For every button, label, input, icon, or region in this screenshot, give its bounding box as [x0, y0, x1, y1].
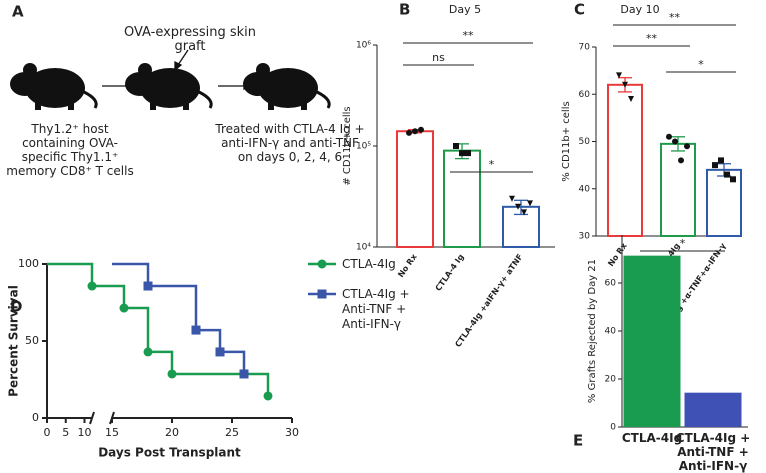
- survival-marker: [143, 347, 153, 357]
- y-axis-label: % Grafts Rejected by Day 21: [587, 259, 598, 403]
- bar: [623, 255, 681, 427]
- survival-marker: [191, 325, 201, 335]
- survival-line: [47, 262, 270, 396]
- y-tick-label: 50: [25, 334, 39, 347]
- legend-marker: [317, 259, 327, 269]
- x-tick-label: 20: [165, 426, 179, 439]
- panel-letter: B: [399, 1, 410, 19]
- significance-label: ns: [432, 51, 445, 64]
- x-tick-label: CTLA-4Ig +aIFN-γ+ aTNF: [453, 252, 524, 349]
- bar: [396, 130, 434, 249]
- data-point: [459, 150, 465, 157]
- data-point: [412, 128, 418, 135]
- data-point: [628, 95, 634, 102]
- y-axis-label: Percent Survival: [7, 285, 21, 397]
- treatment-label: Treated with CTLA-4 Ig + anti-IFN-γ and …: [215, 122, 365, 164]
- data-point: [453, 143, 459, 149]
- significance-label: *: [489, 158, 495, 171]
- y-tick-label: 40: [605, 327, 617, 337]
- data-point: [515, 203, 521, 210]
- survival-marker: [239, 369, 249, 379]
- mouse-treated: [243, 63, 331, 110]
- y-tick-label: 70: [579, 43, 591, 53]
- data-point: [616, 72, 622, 79]
- x-tick-label: 30: [285, 426, 299, 439]
- x-tick-label: 5: [62, 426, 69, 439]
- arrows: [102, 49, 253, 90]
- panel-letter: C: [574, 1, 585, 19]
- bar: [684, 392, 742, 427]
- y-tick-label: 60: [605, 279, 617, 289]
- y-tick-label: 60: [579, 90, 591, 100]
- data-point: [678, 157, 684, 164]
- bar: [660, 142, 696, 237]
- axis-break: [89, 411, 95, 425]
- survival-marker: [167, 369, 177, 379]
- panel-letter: D: [10, 298, 22, 316]
- bar: [443, 149, 481, 248]
- survival-line: [112, 262, 246, 374]
- data-point: [509, 195, 515, 202]
- legend-label: CTLA-4Ig + Anti-TNF + Anti-IFN-γ: [342, 287, 410, 331]
- host-label: Thy1.2⁺ host containing OVA-specific Thy…: [6, 122, 134, 178]
- data-point: [730, 176, 736, 183]
- legend-marker: [317, 289, 327, 299]
- data-point: [684, 143, 690, 150]
- mouse-graft: [125, 63, 213, 110]
- panel-letter: E: [573, 432, 583, 450]
- x-tick-label: 25: [225, 426, 239, 439]
- chart-title: Day 10: [620, 3, 659, 16]
- significance-label: **: [669, 11, 681, 24]
- x-tick-label: CTLA-4 Ig: [434, 252, 466, 293]
- x-axis-label: Days Post Transplant: [98, 446, 241, 460]
- data-point: [527, 200, 533, 207]
- data-point: [666, 133, 672, 140]
- graft-label: OVA-expressing skin graft: [123, 25, 257, 54]
- x-tick-label: 0: [44, 426, 51, 439]
- survival-marker: [215, 347, 225, 357]
- significance-label: *: [698, 58, 704, 71]
- x-tick-label: 10: [78, 426, 92, 439]
- y-tick-label: 10⁴: [356, 243, 371, 253]
- y-tick-label: 0: [610, 423, 616, 433]
- data-point: [465, 150, 471, 157]
- y-tick-label: 20: [605, 375, 617, 385]
- x-tick-label: CTLA-4Ig + Anti-TNF + Anti-IFN-γ: [675, 431, 751, 473]
- legend-label: CTLA-4Ig: [342, 257, 396, 271]
- y-tick-label: 50: [579, 137, 591, 147]
- y-tick-label: 30: [579, 232, 591, 242]
- data-point: [418, 126, 424, 133]
- significance-label: *: [680, 237, 686, 250]
- significance-label: **: [463, 29, 475, 42]
- chart-title: Day 5: [449, 3, 481, 16]
- y-tick-label: 100: [18, 257, 39, 270]
- data-point: [718, 157, 724, 164]
- data-point: [712, 162, 718, 169]
- x-tick-label: 15: [105, 426, 119, 439]
- survival-marker: [263, 391, 273, 401]
- y-tick-label: 10⁵: [356, 142, 371, 152]
- data-point: [406, 129, 412, 136]
- x-tick-label: CTLA-4Ig: [621, 431, 683, 445]
- mouse-host: [10, 63, 98, 110]
- survival-marker: [119, 303, 129, 313]
- y-tick-label: 10⁶: [356, 41, 371, 51]
- y-axis-label: # CD11b+ cells: [342, 106, 353, 185]
- survival-marker: [87, 281, 97, 291]
- data-point: [724, 171, 730, 178]
- bar: [607, 83, 643, 237]
- data-point: [672, 138, 678, 145]
- y-tick-label: 40: [579, 184, 591, 194]
- data-point: [622, 81, 628, 88]
- significance-label: **: [646, 32, 658, 45]
- y-axis-label: % CD11b+ cells: [561, 101, 572, 181]
- y-tick-label: 0: [32, 411, 39, 424]
- panel-letter: A: [12, 3, 24, 21]
- survival-marker: [143, 281, 153, 291]
- data-point: [521, 209, 527, 216]
